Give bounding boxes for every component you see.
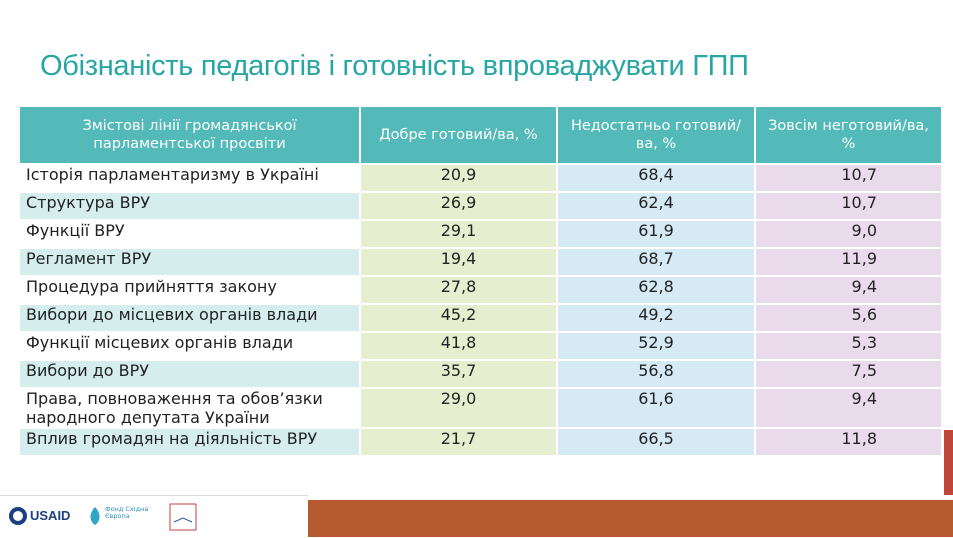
value-cell: 29,0 (359, 387, 558, 429)
value-cell: 35,7 (359, 359, 558, 389)
header-cell: Недостатньо готовий/ва, % (556, 105, 756, 165)
header-row: Змістові лінії громадянської парламентсь… (18, 105, 943, 165)
topic-cell: Структура ВРУ (18, 191, 361, 221)
value-cell: 61,6 (556, 387, 756, 429)
topic-cell: Вплив громадян на діяльність ВРУ (18, 427, 361, 457)
book-logo (169, 503, 197, 531)
value-cell: 9,0 (754, 219, 943, 249)
usaid-logo: USAID (30, 508, 71, 523)
table-row: Вибори до місцевих органів влади 45,2 49,2… (18, 303, 943, 333)
value-cell: 68,7 (556, 247, 756, 277)
value-cell: 29,1 (359, 219, 558, 249)
value-cell: 66,5 (556, 427, 756, 457)
table-row: Вплив громадян на діяльність ВРУ 21,7 66,5… (18, 427, 943, 457)
topic-cell: Історія парламентаризму в Україні (18, 163, 361, 193)
fund-icon (90, 507, 100, 525)
table-row: Функції ВРУ 29,1 61,9 9,0 (18, 219, 943, 249)
table-row: Функції місцевих органів влади 41,8 52,9 5,… (18, 331, 943, 361)
header-cell: Добре готовий/ва, % (359, 105, 558, 165)
value-cell: 20,9 (359, 163, 558, 193)
header-cell: Змістові лінії громадянської парламентсь… (18, 105, 361, 165)
edge-accent (944, 430, 953, 495)
value-cell: 21,7 (359, 427, 558, 457)
table-body: Історія парламентаризму в Україні 20,9 68,… (18, 163, 943, 457)
topic-cell: Функції ВРУ (18, 219, 361, 249)
value-cell: 11,8 (754, 427, 943, 457)
value-cell: 62,4 (556, 191, 756, 221)
value-cell: 52,9 (556, 331, 756, 361)
data-table: Змістові лінії громадянської парламентсь… (18, 105, 943, 457)
topic-cell: Процедура прийняття закону (18, 275, 361, 305)
topic-cell: Вибори до місцевих органів влади (18, 303, 361, 333)
logo-strip: USAID Фонд Східна Європа (0, 495, 308, 538)
table-row: Структура ВРУ 26,9 62,4 10,7 (18, 191, 943, 221)
topic-cell: Регламент ВРУ (18, 247, 361, 277)
table-row: Вибори до ВРУ 35,7 56,8 7,5 (18, 359, 943, 389)
value-cell: 26,9 (359, 191, 558, 221)
header-cell: Зовсім неготовий/ва, % (754, 105, 943, 165)
value-cell: 9,4 (754, 275, 943, 305)
value-cell: 62,8 (556, 275, 756, 305)
value-cell: 56,8 (556, 359, 756, 389)
value-cell: 49,2 (556, 303, 756, 333)
slide-title: Обізнаність педагогів і готовність впров… (40, 50, 749, 82)
value-cell: 9,4 (754, 387, 943, 429)
value-cell: 11,9 (754, 247, 943, 277)
table-row: Історія парламентаризму в Україні 20,9 68,… (18, 163, 943, 193)
value-cell: 45,2 (359, 303, 558, 333)
usaid-seal (9, 507, 27, 525)
topic-cell: Вибори до ВРУ (18, 359, 361, 389)
topic-cell: Права, повноваження та обов’язки народно… (18, 387, 361, 429)
fund-logo: Фонд Східна Європа (105, 505, 149, 520)
table-row: Процедура прийняття закону 27,8 62,8 9,4 (18, 275, 943, 305)
value-cell: 7,5 (754, 359, 943, 389)
value-cell: 68,4 (556, 163, 756, 193)
value-cell: 19,4 (359, 247, 558, 277)
value-cell: 61,9 (556, 219, 756, 249)
value-cell: 5,6 (754, 303, 943, 333)
value-cell: 27,8 (359, 275, 558, 305)
table-row: Права, повноваження та обов’язки народно… (18, 387, 943, 429)
topic-cell: Функції місцевих органів влади (18, 331, 361, 361)
table-row: Регламент ВРУ 19,4 68,7 11,9 (18, 247, 943, 277)
value-cell: 10,7 (754, 191, 943, 221)
value-cell: 41,8 (359, 331, 558, 361)
value-cell: 5,3 (754, 331, 943, 361)
footer-bar (308, 500, 953, 537)
value-cell: 10,7 (754, 163, 943, 193)
